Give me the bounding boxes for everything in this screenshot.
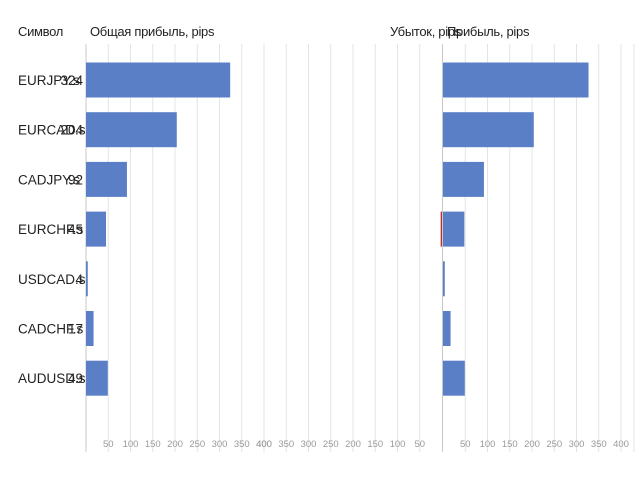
total-value-label: 4 xyxy=(75,272,83,287)
total-value-label: 17 xyxy=(68,322,83,337)
total-profit-bar xyxy=(86,161,127,197)
total-profit-bar xyxy=(86,62,231,98)
profit-bar xyxy=(443,62,589,98)
profit-tick-label: 150 xyxy=(502,439,518,450)
total-profit-bar xyxy=(86,112,177,148)
loss-tick-label: 250 xyxy=(323,439,339,450)
total-value-label: 324 xyxy=(60,73,83,88)
profit-bar xyxy=(443,112,534,148)
loss-tick-label: 350 xyxy=(278,439,294,450)
profit-bar xyxy=(443,161,484,197)
loss-bar xyxy=(440,211,442,247)
total-value-label: 204 xyxy=(60,123,83,138)
loss-tick-label: 100 xyxy=(390,439,406,450)
profit-bar xyxy=(443,311,451,346)
total-value-label: 92 xyxy=(68,172,83,187)
total-value-label: 45 xyxy=(68,222,83,237)
symbol-label: USDCAD.s xyxy=(18,272,86,287)
total-value-label: 49 xyxy=(68,371,83,386)
total-tick-label: 350 xyxy=(234,439,250,450)
total-profit-bar xyxy=(86,360,108,396)
profit-tick-label: 100 xyxy=(480,439,496,450)
profit-bar xyxy=(443,261,445,297)
symbol-label: EURCHF.s xyxy=(18,222,84,237)
total-profit-bar xyxy=(86,211,107,247)
symbol-label: AUDUSD.s xyxy=(18,371,86,386)
profit-bar xyxy=(443,360,465,396)
profit-bar xyxy=(443,211,465,247)
profit-tick-label: 50 xyxy=(460,439,471,450)
total-profit-bar xyxy=(86,311,94,346)
total-tick-label: 250 xyxy=(189,439,205,450)
profit-tick-label: 400 xyxy=(613,439,629,450)
total-tick-label: 400 xyxy=(256,439,272,450)
profit-tick-label: 350 xyxy=(591,439,607,450)
symbol-label: EURJPY.s xyxy=(18,73,80,88)
header-total-profit: Общая прибыль, pips xyxy=(90,24,215,39)
symbol-label: CADJPY.s xyxy=(18,172,80,187)
header-loss: Убыток, pips xyxy=(390,24,461,39)
symbol-label: EURCAD.s xyxy=(18,123,86,138)
total-tick-label: 100 xyxy=(123,439,139,450)
profit-tick-label: 250 xyxy=(546,439,562,450)
header-profit: Прибыль, pips xyxy=(447,24,530,39)
loss-tick-label: 400 xyxy=(256,439,272,450)
total-tick-label: 50 xyxy=(103,439,114,450)
loss-tick-label: 150 xyxy=(367,439,383,450)
loss-tick-label: 50 xyxy=(414,439,425,450)
symbol-label: CADCHF.s xyxy=(18,322,84,337)
header-symbol: Символ xyxy=(18,24,64,39)
total-tick-label: 300 xyxy=(212,439,228,450)
loss-tick-label: 300 xyxy=(301,439,317,450)
total-tick-label: 200 xyxy=(167,439,183,450)
total-profit-bar xyxy=(86,261,88,297)
total-tick-label: 150 xyxy=(145,439,161,450)
loss-tick-label: 200 xyxy=(345,439,361,450)
profit-tick-label: 300 xyxy=(569,439,585,450)
profit-tick-label: 200 xyxy=(524,439,540,450)
